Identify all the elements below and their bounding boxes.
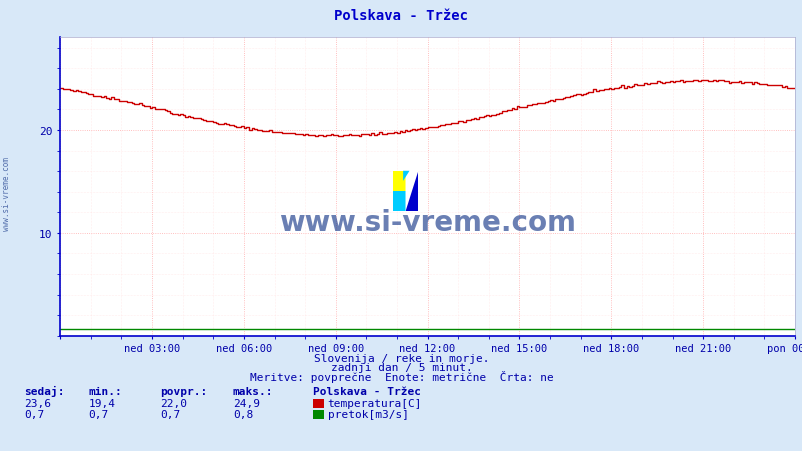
Text: min.:: min.: <box>88 387 122 396</box>
Text: temperatura[C]: temperatura[C] <box>327 398 422 408</box>
Text: pretok[m3/s]: pretok[m3/s] <box>327 409 408 419</box>
Text: Polskava - Tržec: Polskava - Tržec <box>334 9 468 23</box>
Text: Slovenija / reke in morje.: Slovenija / reke in morje. <box>314 354 488 364</box>
Text: sedaj:: sedaj: <box>24 386 64 396</box>
Text: Meritve: povprečne  Enote: metrične  Črta: ne: Meritve: povprečne Enote: metrične Črta:… <box>249 371 553 382</box>
Text: 0,7: 0,7 <box>160 409 180 419</box>
Text: 0,8: 0,8 <box>233 409 253 419</box>
Text: www.si-vreme.com: www.si-vreme.com <box>2 157 11 231</box>
Text: povpr.:: povpr.: <box>160 387 208 396</box>
Text: www.si-vreme.com: www.si-vreme.com <box>279 209 575 237</box>
Text: 0,7: 0,7 <box>24 409 44 419</box>
Text: 23,6: 23,6 <box>24 398 51 408</box>
Text: maks.:: maks.: <box>233 387 273 396</box>
Text: 24,9: 24,9 <box>233 398 260 408</box>
Text: 0,7: 0,7 <box>88 409 108 419</box>
Text: zadnji dan / 5 minut.: zadnji dan / 5 minut. <box>330 363 472 373</box>
Text: Polskava - Tržec: Polskava - Tržec <box>313 387 420 396</box>
Text: 19,4: 19,4 <box>88 398 115 408</box>
Text: 22,0: 22,0 <box>160 398 188 408</box>
